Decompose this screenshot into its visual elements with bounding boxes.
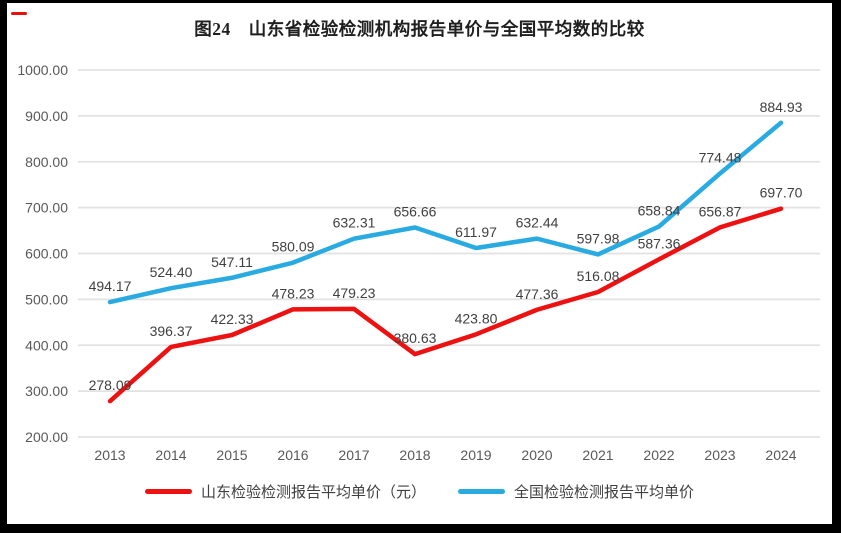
data-label: 396.37	[150, 323, 193, 339]
y-axis-tick-label: 300.00	[25, 383, 68, 399]
y-axis-tick-label: 600.00	[25, 246, 68, 262]
legend-marker-shandong-icon	[144, 489, 192, 494]
legend-marker-national-icon	[458, 489, 505, 494]
x-axis-tick-label: 2023	[704, 447, 735, 463]
x-axis-tick-label: 2014	[155, 447, 186, 463]
x-axis-tick-label: 2018	[399, 447, 430, 463]
data-label: 524.40	[150, 264, 193, 280]
data-label: 422.33	[211, 311, 254, 327]
y-axis-tick-label: 800.00	[25, 154, 68, 170]
corner-red-mark	[11, 12, 27, 15]
data-label: 587.36	[638, 235, 681, 251]
data-label: 611.97	[455, 224, 497, 240]
y-axis-tick-label: 400.00	[25, 337, 68, 353]
series-line-1	[107, 120, 784, 305]
legend-item-shandong: 山东检验检测报告平均单价（元）	[144, 481, 426, 502]
legend-label-shandong: 山东检验检测报告平均单价（元）	[200, 484, 426, 501]
data-label: 632.44	[516, 215, 559, 231]
y-axis-tick-label: 1000.00	[17, 62, 68, 78]
chart-title: 图24 山东省检验检测机构报告单价与全国平均数的比较	[194, 19, 645, 39]
data-label: 580.09	[272, 239, 315, 255]
chart-legend: 山东检验检测报告平均单价（元） 全国检验检测报告平均单价	[7, 481, 832, 502]
data-label: 597.98	[577, 230, 620, 246]
y-axis-tick-label: 700.00	[25, 200, 68, 216]
y-axis-tick-label: 500.00	[25, 291, 68, 307]
x-axis-tick-label: 2022	[643, 447, 674, 463]
data-label: 479.23	[333, 285, 376, 301]
chart-plot: 200.00 300.00 400.00 500.00 600.00 700.00 800.…	[17, 62, 820, 463]
data-label: 656.66	[394, 204, 437, 220]
x-axis-tick-label: 2015	[216, 447, 247, 463]
y-axis-tick-label: 200.00	[25, 429, 68, 445]
chart-canvas: 图24 山东省检验检测机构报告单价与全国平均数的比较 200.00 300.00 4…	[7, 3, 832, 524]
legend-label-national: 全国检验检测报告平均单价	[514, 484, 695, 501]
data-label: 494.17	[89, 278, 132, 294]
y-axis-tick-label: 900.00	[25, 108, 68, 124]
legend-item-national: 全国检验检测报告平均单价	[458, 481, 694, 502]
x-axis-tick-label: 2024	[765, 447, 796, 463]
data-label: 516.08	[577, 268, 620, 284]
data-label: 774.48	[699, 149, 742, 165]
data-label: 477.36	[516, 286, 559, 302]
data-label: 478.23	[272, 285, 315, 301]
x-axis-tick-label: 2017	[338, 447, 369, 463]
data-label: 547.11	[211, 254, 253, 270]
data-label: 697.70	[760, 185, 803, 201]
x-axis-tick-label: 2020	[521, 447, 552, 463]
x-axis-tick-label: 2013	[94, 447, 125, 463]
data-label: 278.09	[89, 377, 132, 393]
x-axis-tick-label: 2019	[460, 447, 491, 463]
data-label: 632.31	[333, 215, 376, 231]
series-line-0	[107, 206, 784, 404]
data-label: 658.84	[638, 203, 681, 219]
data-label: 656.87	[699, 203, 742, 219]
x-axis-tick-label: 2021	[582, 447, 613, 463]
x-axis-tick-label: 2016	[277, 447, 308, 463]
data-label: 423.80	[455, 310, 498, 326]
data-label: 884.93	[760, 99, 803, 115]
data-label: 380.63	[394, 330, 437, 346]
